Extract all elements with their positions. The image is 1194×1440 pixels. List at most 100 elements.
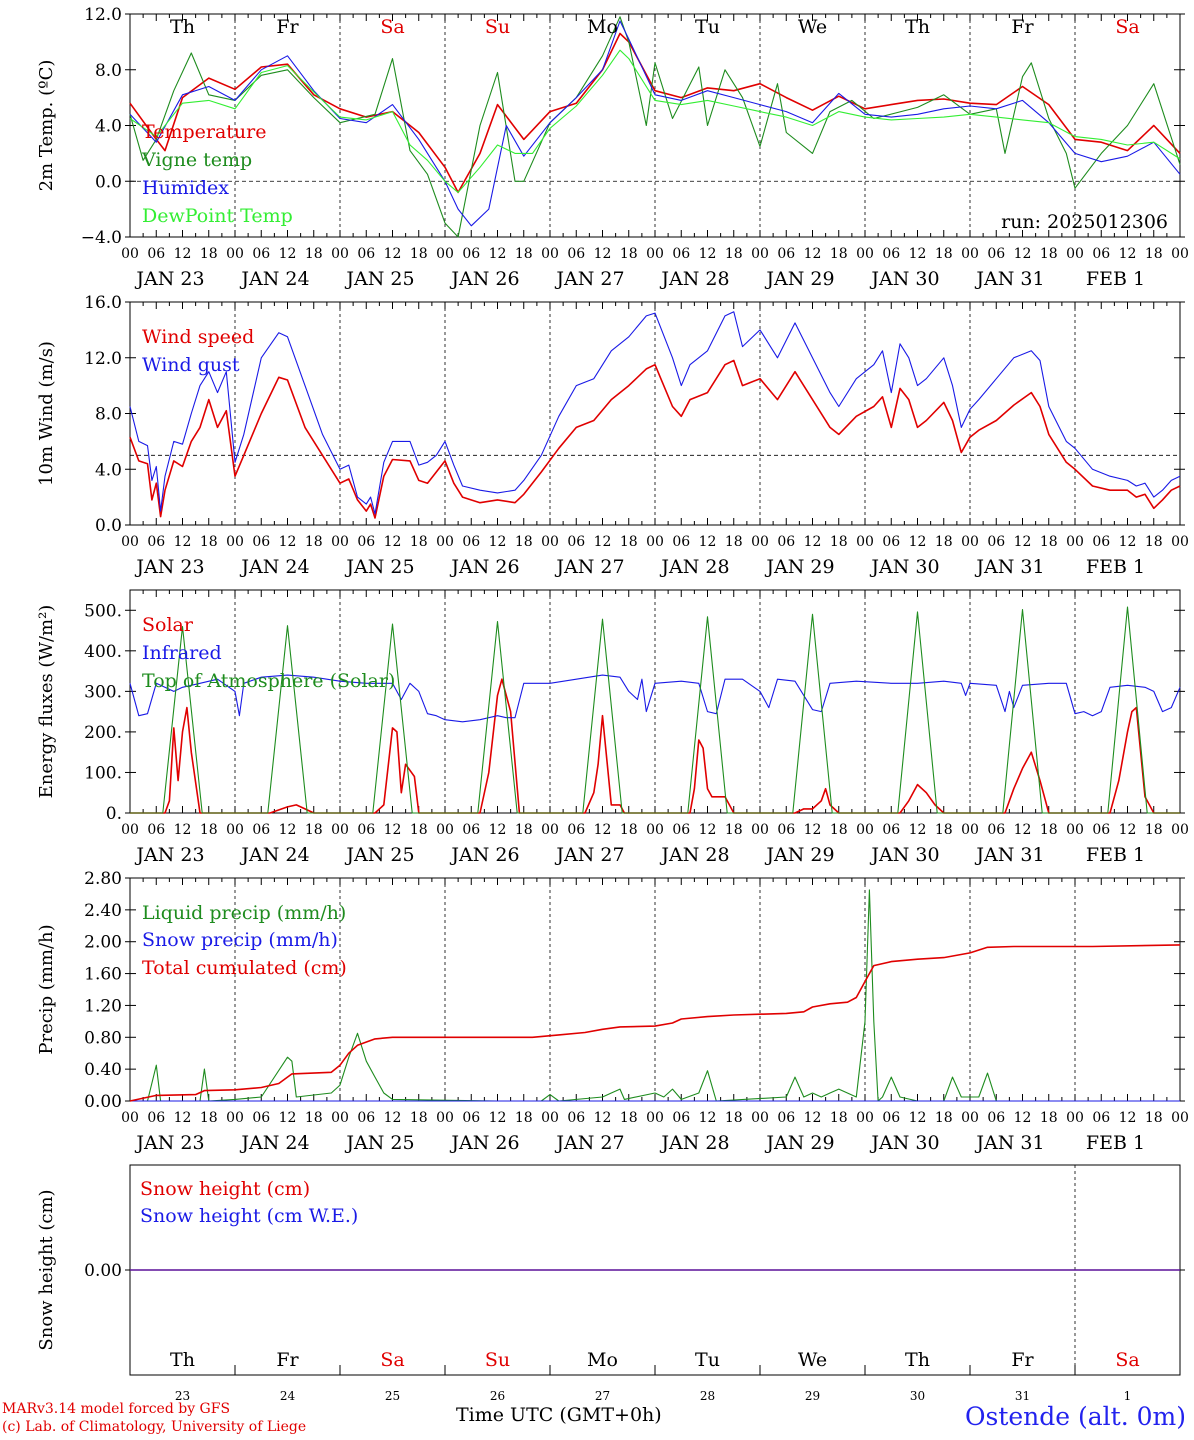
date-label: JAN 28 [659, 1132, 729, 1154]
hour-label: 06 [357, 822, 375, 838]
hour-label: 12 [489, 822, 507, 838]
date-label: FEB 1 [1086, 1132, 1145, 1154]
panel-wind: 0.0 4.0 8.0 12.0 16.0 10m Wind (m/s) Wind spee… [36, 293, 1189, 578]
hour-label: 06 [987, 534, 1005, 550]
hour-label: 06 [357, 1110, 375, 1126]
weekday-label: Su [485, 1349, 510, 1371]
hour-label: 00 [961, 534, 979, 550]
hour-label: 18 [725, 1110, 743, 1126]
hour-label: 12 [279, 246, 297, 262]
hour-label: 18 [1040, 822, 1058, 838]
legend-entry: Snow height (cm W.E.) [140, 1205, 358, 1227]
day-number-label: 28 [700, 1389, 715, 1403]
hour-label: 18 [725, 246, 743, 262]
hour-label: 18 [935, 822, 953, 838]
legend-entry: Wind speed [142, 326, 254, 348]
hour-label: 00 [646, 822, 664, 838]
y-tick-label: 0.80 [84, 1028, 122, 1048]
date-label: JAN 28 [659, 844, 729, 866]
date-label: JAN 29 [764, 268, 834, 290]
hour-label: 12 [1119, 246, 1137, 262]
hour-label: 00 [1171, 822, 1189, 838]
weekday-label: Sa [1115, 16, 1139, 38]
y-tick-label: 4.0 [95, 117, 122, 137]
hour-label: 12 [174, 246, 192, 262]
day-number-label: 24 [280, 1389, 296, 1403]
hour-label: 06 [252, 534, 270, 550]
hour-label: 12 [279, 822, 297, 838]
hour-label: 06 [672, 246, 690, 262]
hour-label: 18 [305, 246, 323, 262]
hour-label: 00 [121, 1110, 139, 1126]
hour-label: 12 [699, 1110, 717, 1126]
hour-label: 00 [436, 246, 454, 262]
hour-label: 18 [620, 534, 638, 550]
hour-label: 00 [961, 1110, 979, 1126]
hour-label: 18 [200, 822, 218, 838]
hour-label: 18 [830, 246, 848, 262]
hour-label: 06 [672, 1110, 690, 1126]
hour-label: 06 [357, 246, 375, 262]
hour-label: 12 [174, 534, 192, 550]
hour-label: 12 [384, 822, 402, 838]
hour-label: 06 [147, 822, 165, 838]
hour-label: 06 [777, 534, 795, 550]
y-tick-label: 0.0 [95, 172, 122, 192]
series-line-red [129, 944, 1181, 1102]
hour-label: 00 [1066, 1110, 1084, 1126]
hour-label: 18 [515, 246, 533, 262]
hour-label: 12 [1119, 1110, 1137, 1126]
weekday-label: We [798, 1349, 827, 1371]
hour-label: 12 [804, 534, 822, 550]
hour-label: 06 [462, 822, 480, 838]
date-label: JAN 31 [974, 268, 1044, 290]
weekday-label: Tu [695, 1349, 720, 1371]
legend-entry: Liquid precip (mm/h) [142, 902, 346, 924]
hour-label: 18 [620, 1110, 638, 1126]
hour-label: 12 [489, 1110, 507, 1126]
hour-label: 00 [226, 246, 244, 262]
legend-entry: DewPoint Temp [142, 205, 293, 227]
date-label: JAN 29 [764, 844, 834, 866]
series-group [129, 16, 1181, 238]
hour-label: 18 [1040, 1110, 1058, 1126]
date-label: JAN 25 [344, 268, 414, 290]
hour-label: 00 [331, 1110, 349, 1126]
hour-label: 12 [1014, 246, 1032, 262]
hour-label: 06 [462, 1110, 480, 1126]
hour-label: 18 [1145, 534, 1163, 550]
hour-label: 18 [725, 534, 743, 550]
date-label: JAN 27 [554, 268, 624, 290]
credit: MARv3.14 model forced by GFS (c) Lab. of… [2, 1400, 306, 1436]
weekday-label: Sa [380, 16, 404, 38]
date-label: JAN 26 [449, 268, 519, 290]
hour-label: 06 [462, 534, 480, 550]
day-number-label: 30 [910, 1389, 925, 1403]
day-number-label: 27 [595, 1389, 610, 1403]
panel-frame [129, 301, 1181, 526]
date-label: JAN 24 [239, 556, 309, 578]
y-tick-label: 4.0 [95, 460, 122, 480]
legend: Solar Infrared Top of Atmosphere (Solar) [142, 614, 395, 692]
hour-label: 00 [331, 246, 349, 262]
hour-label: 06 [567, 534, 585, 550]
panel-precip: 0.00 0.40 0.80 1.20 1.60 2.00 2.40 2.80 Precip (… [36, 869, 1189, 1154]
hour-label: 12 [804, 1110, 822, 1126]
hour-label: 12 [699, 246, 717, 262]
y-tick-label: 1.60 [84, 965, 122, 985]
hour-label: 00 [331, 534, 349, 550]
hour-label: 00 [121, 822, 139, 838]
date-label: JAN 27 [554, 1132, 624, 1154]
legend-entry: Snow height (cm) [140, 1178, 310, 1200]
hour-label: 06 [1092, 1110, 1110, 1126]
hour-label: 00 [751, 822, 769, 838]
hour-label: 06 [1092, 822, 1110, 838]
weekday-label: Mo [587, 1349, 618, 1371]
hour-label: 00 [541, 534, 559, 550]
hour-label: 00 [646, 1110, 664, 1126]
hour-label: 00 [856, 246, 874, 262]
y-tick-label: 8.0 [95, 61, 122, 81]
hour-label: 00 [1066, 534, 1084, 550]
panel-frame [129, 589, 1181, 814]
y-tick-label: 300. [84, 682, 122, 702]
